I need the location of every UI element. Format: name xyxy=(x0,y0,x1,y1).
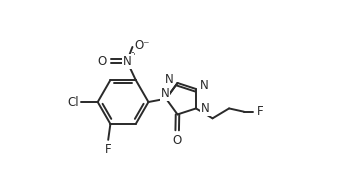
Text: F: F xyxy=(105,143,112,156)
Text: N: N xyxy=(201,102,209,115)
Text: N: N xyxy=(200,79,209,91)
Text: F: F xyxy=(257,105,264,118)
Text: +: + xyxy=(131,48,137,57)
Text: Cl: Cl xyxy=(67,96,79,108)
Text: N: N xyxy=(165,73,174,85)
Text: O⁻: O⁻ xyxy=(135,39,150,52)
Text: N: N xyxy=(122,55,131,68)
Text: O: O xyxy=(98,55,107,68)
Text: O: O xyxy=(172,134,181,147)
Text: N: N xyxy=(161,87,169,100)
